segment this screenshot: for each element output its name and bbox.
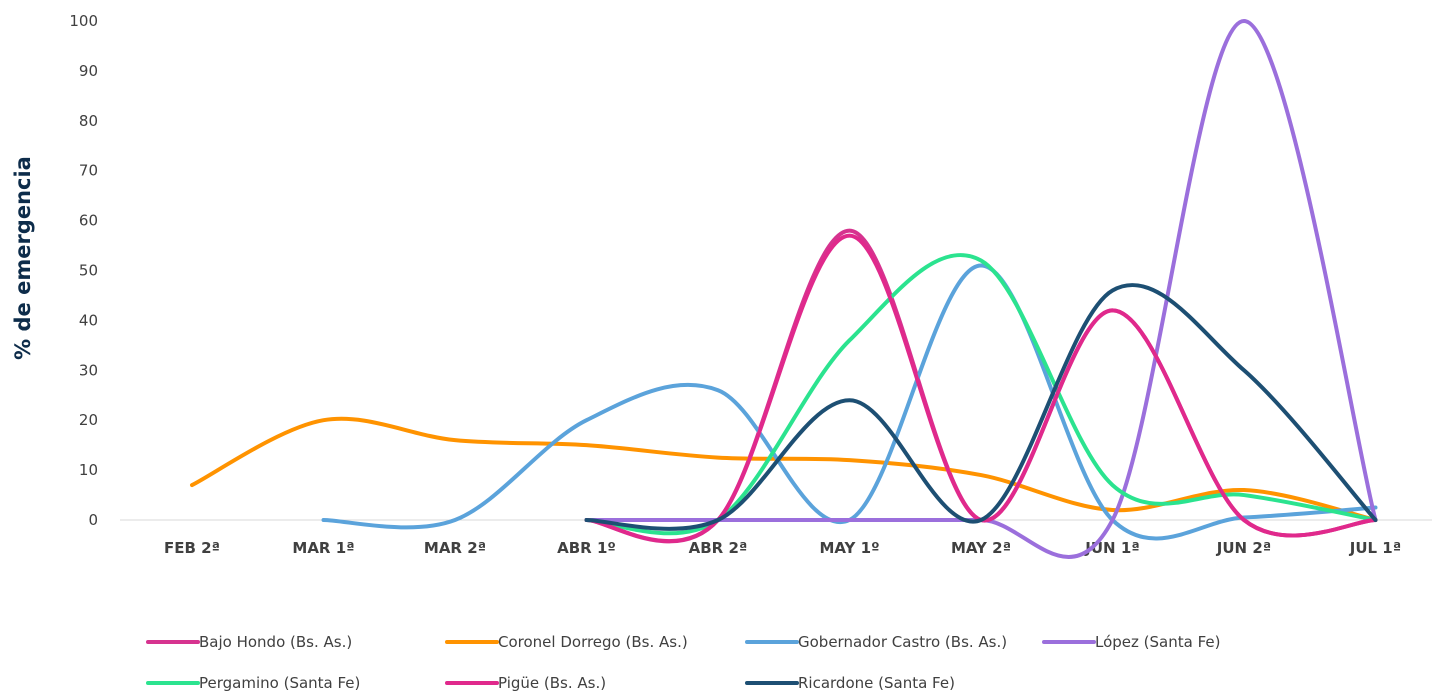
legend-label: Pergamino (Santa Fe): [199, 674, 360, 692]
x-tick-label: ABR 2ª: [689, 539, 748, 557]
y-tick-label: 70: [79, 162, 98, 180]
series-lines: [190, 19, 1378, 559]
y-tick-labels: 0 10 20 30 40 50 60 70 80 90 100: [69, 12, 98, 529]
y-axis-label: % de emergencia: [11, 156, 35, 360]
y-tick-label: 10: [79, 461, 98, 479]
legend-label: Coronel Dorrego (Bs. As.): [498, 633, 688, 651]
x-tick-label: FEB 2ª: [164, 539, 220, 557]
y-tick-label: 80: [79, 112, 98, 130]
series-line-ricardone-santa-fe: [584, 283, 1378, 531]
series-line-l-pez-santa-fe: [584, 19, 1378, 559]
x-tick-label: MAY 2ª: [951, 539, 1011, 557]
y-tick-label: 30: [79, 361, 98, 379]
y-tick-label: 50: [79, 262, 98, 280]
legend: Bajo Hondo (Bs. As.) Coronel Dorrego (Bs.…: [146, 633, 1220, 692]
y-tick-label: 60: [79, 212, 98, 230]
x-tick-label: MAR 2ª: [424, 539, 486, 557]
x-tick-label: MAR 1ª: [292, 539, 354, 557]
y-tick-label: 20: [79, 411, 98, 429]
legend-label: López (Santa Fe): [1095, 633, 1220, 651]
y-tick-label: 40: [79, 311, 98, 329]
x-tick-label: JUN 2ª: [1216, 539, 1271, 557]
y-tick-label: 90: [79, 62, 98, 80]
x-tick-label: MAY 1º: [819, 539, 879, 557]
y-tick-label: 0: [88, 511, 98, 529]
series-line-pig-e-bs-as: [584, 233, 1378, 543]
legend-label: Ricardone (Santa Fe): [798, 674, 955, 692]
x-tick-label: ABR 1º: [557, 539, 616, 557]
series-line-gobernador-castro-bs-as: [321, 263, 1378, 541]
legend-label: Pigüe (Bs. As.): [498, 674, 606, 692]
legend-label: Bajo Hondo (Bs. As.): [199, 633, 352, 651]
x-tick-label: JUL 1ª: [1349, 539, 1401, 557]
y-tick-label: 100: [69, 12, 98, 30]
legend-label: Gobernador Castro (Bs. As.): [798, 633, 1007, 651]
x-tick-labels: FEB 2ª MAR 1ª MAR 2ª ABR 1º ABR 2ª MAY 1º MAY …: [164, 539, 1401, 557]
